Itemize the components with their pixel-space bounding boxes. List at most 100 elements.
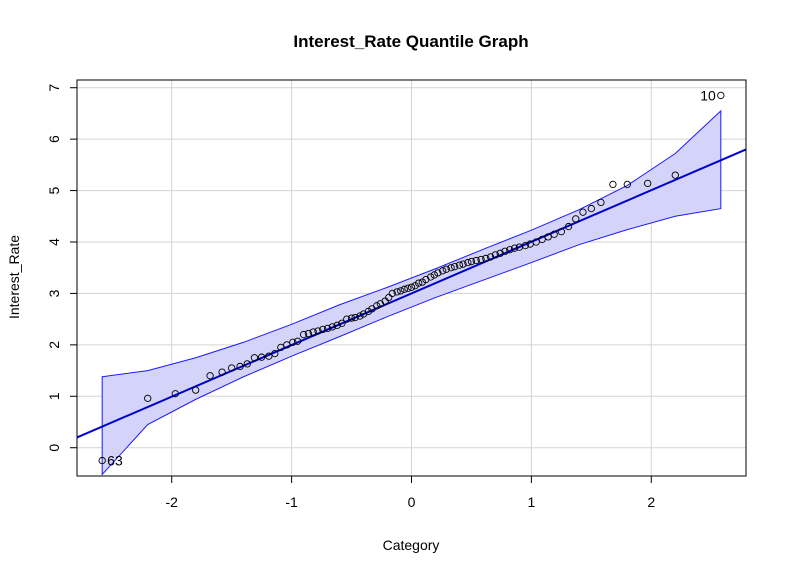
data-point xyxy=(496,249,504,257)
x-tick-label: 0 xyxy=(408,494,416,510)
data-point xyxy=(257,353,266,361)
y-tick-label: 2 xyxy=(46,341,62,349)
data-point xyxy=(644,179,652,188)
data-point xyxy=(385,293,393,302)
data-point xyxy=(323,324,332,333)
point-label: 10 xyxy=(700,87,716,103)
x-tick-label: 1 xyxy=(527,494,535,510)
data-point xyxy=(557,228,566,236)
data-point xyxy=(236,362,244,371)
reference-line xyxy=(76,148,747,439)
data-point xyxy=(451,263,459,271)
data-point xyxy=(455,261,464,269)
y-tick-label: 1 xyxy=(46,392,62,400)
data-point xyxy=(532,238,540,246)
data-point xyxy=(319,325,327,334)
data-point xyxy=(597,198,605,207)
data-point xyxy=(472,256,480,265)
data-point xyxy=(397,287,405,295)
data-point xyxy=(265,352,273,360)
data-point xyxy=(271,349,279,358)
data-point xyxy=(671,171,679,179)
data-point xyxy=(609,180,617,189)
data-point xyxy=(415,279,423,287)
data-point xyxy=(328,323,337,331)
y-tick-label: 7 xyxy=(46,84,62,92)
y-tick-label: 6 xyxy=(46,135,62,143)
data-point xyxy=(309,328,317,336)
data-point xyxy=(510,244,519,252)
data-point xyxy=(491,251,500,259)
point-annotations: 10 63 xyxy=(107,87,716,468)
data-point xyxy=(289,338,297,346)
point-label: 63 xyxy=(107,453,123,469)
data-point xyxy=(343,315,351,323)
data-point xyxy=(477,255,485,264)
data-point xyxy=(501,247,509,255)
y-tick-label: 4 xyxy=(46,238,62,246)
data-point xyxy=(364,307,372,316)
data-point xyxy=(192,386,200,394)
data-point xyxy=(228,364,236,372)
data-point xyxy=(206,372,214,380)
data-point xyxy=(393,288,401,296)
data-point xyxy=(373,302,381,310)
data-point xyxy=(293,337,302,345)
data-point xyxy=(407,283,416,291)
data-point xyxy=(427,273,435,281)
x-tick-label: -2 xyxy=(165,494,178,510)
data-point xyxy=(623,180,631,189)
x-tick-label: 2 xyxy=(647,494,655,510)
data-point xyxy=(411,282,419,290)
data-point xyxy=(467,257,476,266)
data-point xyxy=(351,313,359,322)
data-point xyxy=(464,258,472,267)
data-point xyxy=(338,319,346,327)
y-tick-label: 0 xyxy=(46,444,62,452)
data-point xyxy=(218,368,226,376)
x-tick-label: -1 xyxy=(285,494,298,510)
x-axis-label: Category xyxy=(383,537,440,553)
data-point xyxy=(434,269,442,277)
data-point xyxy=(418,278,426,286)
data-point xyxy=(98,456,106,465)
y-axis-label: Interest_Rate xyxy=(6,235,22,319)
data-point xyxy=(404,284,412,292)
reference-line-group xyxy=(76,148,747,439)
data-point xyxy=(544,233,552,241)
data-point xyxy=(564,222,573,231)
data-point xyxy=(506,246,514,254)
data-point xyxy=(442,265,450,273)
data-point xyxy=(486,253,495,261)
data-point xyxy=(538,235,546,244)
data-point xyxy=(347,314,356,322)
data-point xyxy=(299,330,308,339)
data-point xyxy=(333,321,341,329)
data-point xyxy=(572,215,580,223)
data-point xyxy=(171,390,179,398)
data-point xyxy=(482,254,490,263)
y-tick-label: 3 xyxy=(46,289,62,297)
data-point xyxy=(243,360,251,368)
data-point xyxy=(283,341,291,349)
data-point xyxy=(430,271,438,279)
data-point xyxy=(579,208,587,216)
data-point xyxy=(400,285,408,293)
data-point xyxy=(459,260,467,268)
data-point xyxy=(356,312,364,320)
data-point xyxy=(304,329,313,338)
data-point xyxy=(521,241,530,250)
data-point xyxy=(550,230,558,238)
data-point xyxy=(144,394,152,402)
data-point xyxy=(447,264,455,272)
data-point xyxy=(439,267,447,275)
data-point xyxy=(277,343,285,352)
axes: -2 -1 0 1 2 0 1 2 3 4 5 6 7 xyxy=(46,79,747,510)
data-point xyxy=(314,327,322,335)
data-points xyxy=(98,91,725,465)
y-tick-label: 5 xyxy=(46,186,62,194)
data-point xyxy=(717,91,725,100)
data-point xyxy=(587,204,595,213)
data-point xyxy=(388,289,396,298)
